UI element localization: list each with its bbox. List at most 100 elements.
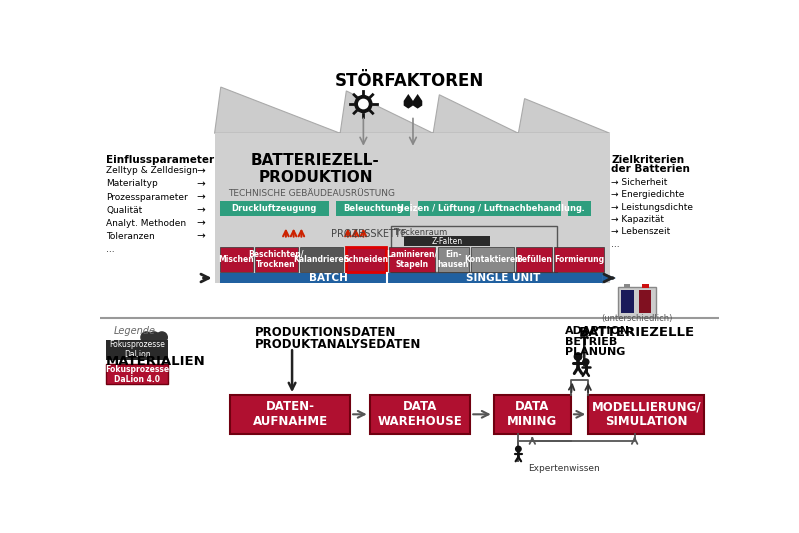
- Bar: [568, 201, 591, 216]
- Text: →: →: [197, 192, 205, 202]
- Text: Zelltyp & Zelldesign: Zelltyp & Zelldesign: [106, 166, 198, 175]
- Text: STÖRFAKTOREN: STÖRFAKTOREN: [335, 71, 483, 90]
- Text: TECHNISCHE GEBÄUDEAUSRÜSTUNG: TECHNISCHE GEBÄUDEAUSRÜSTUNG: [228, 189, 395, 198]
- Text: PLANUNG: PLANUNG: [565, 348, 626, 357]
- Bar: [638, 290, 651, 313]
- Text: →: →: [197, 166, 205, 176]
- Bar: [618, 287, 656, 317]
- Bar: [418, 201, 561, 216]
- Bar: [300, 247, 344, 272]
- Text: Analyt. Methoden: Analyt. Methoden: [106, 219, 186, 228]
- Text: Fokusprozesse
DaLion 4.0: Fokusprozesse DaLion 4.0: [105, 365, 169, 384]
- Bar: [494, 395, 571, 433]
- Text: Beleuchtung: Beleuchtung: [343, 204, 403, 213]
- Bar: [391, 225, 557, 272]
- Text: Materialtyp: Materialtyp: [106, 180, 158, 189]
- Text: ...: ...: [106, 245, 115, 254]
- Text: Prozessparameter: Prozessparameter: [106, 192, 188, 201]
- Text: → Kapazität: → Kapazität: [611, 215, 665, 224]
- Polygon shape: [413, 94, 423, 109]
- Text: Formierung: Formierung: [555, 255, 604, 264]
- Text: →: →: [197, 205, 205, 215]
- Bar: [106, 364, 168, 384]
- Text: MATERIALIEN: MATERIALIEN: [105, 355, 205, 368]
- Text: PRODUKTANALYSEDATEN: PRODUKTANALYSEDATEN: [255, 338, 421, 351]
- Circle shape: [359, 99, 368, 109]
- Polygon shape: [403, 94, 413, 109]
- Text: SINGLE UNIT: SINGLE UNIT: [466, 273, 540, 283]
- Text: Fokusprozesse
DaLion: Fokusprozesse DaLion: [109, 340, 165, 359]
- Text: BATTERIEZELLE: BATTERIEZELLE: [579, 326, 695, 339]
- Text: Ein-
hausen: Ein- hausen: [438, 250, 469, 269]
- Text: → Sicherheit: → Sicherheit: [611, 178, 668, 187]
- Text: Trockenraum: Trockenraum: [393, 228, 447, 237]
- Text: der Batterien: der Batterien: [611, 164, 690, 174]
- Bar: [624, 284, 630, 288]
- Text: Schneiden: Schneiden: [343, 255, 388, 264]
- Bar: [389, 247, 435, 272]
- Text: MODELLIERUNG/
SIMULATION: MODELLIERUNG/ SIMULATION: [591, 400, 701, 429]
- Text: Qualität: Qualität: [106, 206, 142, 215]
- Text: (unterschiedlich): (unterschiedlich): [602, 313, 673, 322]
- Circle shape: [149, 340, 160, 350]
- Bar: [215, 133, 610, 284]
- Circle shape: [141, 332, 152, 343]
- Circle shape: [141, 340, 152, 350]
- Text: ADAPTION:: ADAPTION:: [565, 326, 634, 336]
- Bar: [622, 290, 634, 313]
- Text: BATCH: BATCH: [309, 273, 348, 283]
- Circle shape: [582, 359, 589, 365]
- Text: Mischen: Mischen: [218, 255, 254, 264]
- Bar: [336, 201, 410, 216]
- Text: DATA
MINING: DATA MINING: [507, 400, 558, 429]
- Polygon shape: [215, 87, 610, 133]
- Text: Kalandrieren: Kalandrieren: [293, 255, 350, 264]
- Text: Einflussparameter: Einflussparameter: [106, 155, 214, 165]
- Text: PRODUKTIONSDATEN: PRODUKTIONSDATEN: [255, 326, 396, 339]
- Text: → Energiedichte: → Energiedichte: [611, 190, 685, 199]
- Bar: [106, 340, 168, 360]
- Text: Heizen / Lüftung / Luftnachbehandlung: Heizen / Lüftung / Luftnachbehandlung: [397, 204, 582, 213]
- Text: DATEN-
AUFNAHME: DATEN- AUFNAHME: [252, 400, 328, 429]
- Bar: [220, 247, 252, 272]
- Text: Toleranzen: Toleranzen: [106, 232, 155, 241]
- Bar: [404, 236, 490, 246]
- Bar: [588, 395, 705, 433]
- Text: →: →: [197, 219, 205, 228]
- Bar: [230, 395, 350, 433]
- Bar: [438, 247, 469, 272]
- Circle shape: [157, 340, 167, 350]
- Bar: [220, 273, 602, 284]
- Text: BETRIEB: BETRIEB: [565, 336, 617, 346]
- Bar: [642, 284, 649, 288]
- Circle shape: [574, 353, 582, 360]
- Text: → Leistungsdichte: → Leistungsdichte: [611, 203, 694, 212]
- Bar: [345, 247, 386, 272]
- Text: DATA
WAREHOUSE: DATA WAREHOUSE: [378, 400, 463, 429]
- Bar: [516, 247, 551, 272]
- Bar: [215, 133, 610, 284]
- Text: Legende: Legende: [113, 326, 156, 336]
- Text: Laminieren/
Stapeln: Laminieren/ Stapeln: [387, 250, 438, 269]
- Text: ...: ...: [574, 204, 585, 213]
- Bar: [220, 201, 328, 216]
- Text: Druckluftzeugung: Druckluftzeugung: [232, 204, 317, 213]
- Text: Zielkriterien: Zielkriterien: [611, 155, 685, 165]
- Polygon shape: [602, 273, 616, 284]
- Bar: [471, 247, 514, 272]
- Bar: [255, 247, 297, 272]
- Text: Befüllen: Befüllen: [516, 255, 552, 264]
- Circle shape: [149, 332, 160, 343]
- Text: ...: ...: [611, 239, 620, 248]
- Circle shape: [157, 332, 167, 343]
- Text: →: →: [197, 179, 205, 189]
- Text: PROZESSKETTE: PROZESSKETTE: [331, 229, 407, 239]
- Text: Z-Falten: Z-Falten: [431, 237, 463, 246]
- Circle shape: [355, 95, 372, 112]
- Text: → Lebenszeit: → Lebenszeit: [611, 227, 670, 236]
- Circle shape: [515, 446, 521, 451]
- Text: Kontaktieren: Kontaktieren: [464, 255, 521, 264]
- Bar: [370, 395, 471, 433]
- Text: Expertenwissen: Expertenwissen: [527, 464, 599, 473]
- Text: Beschichten/
Trocknen: Beschichten/ Trocknen: [248, 250, 304, 269]
